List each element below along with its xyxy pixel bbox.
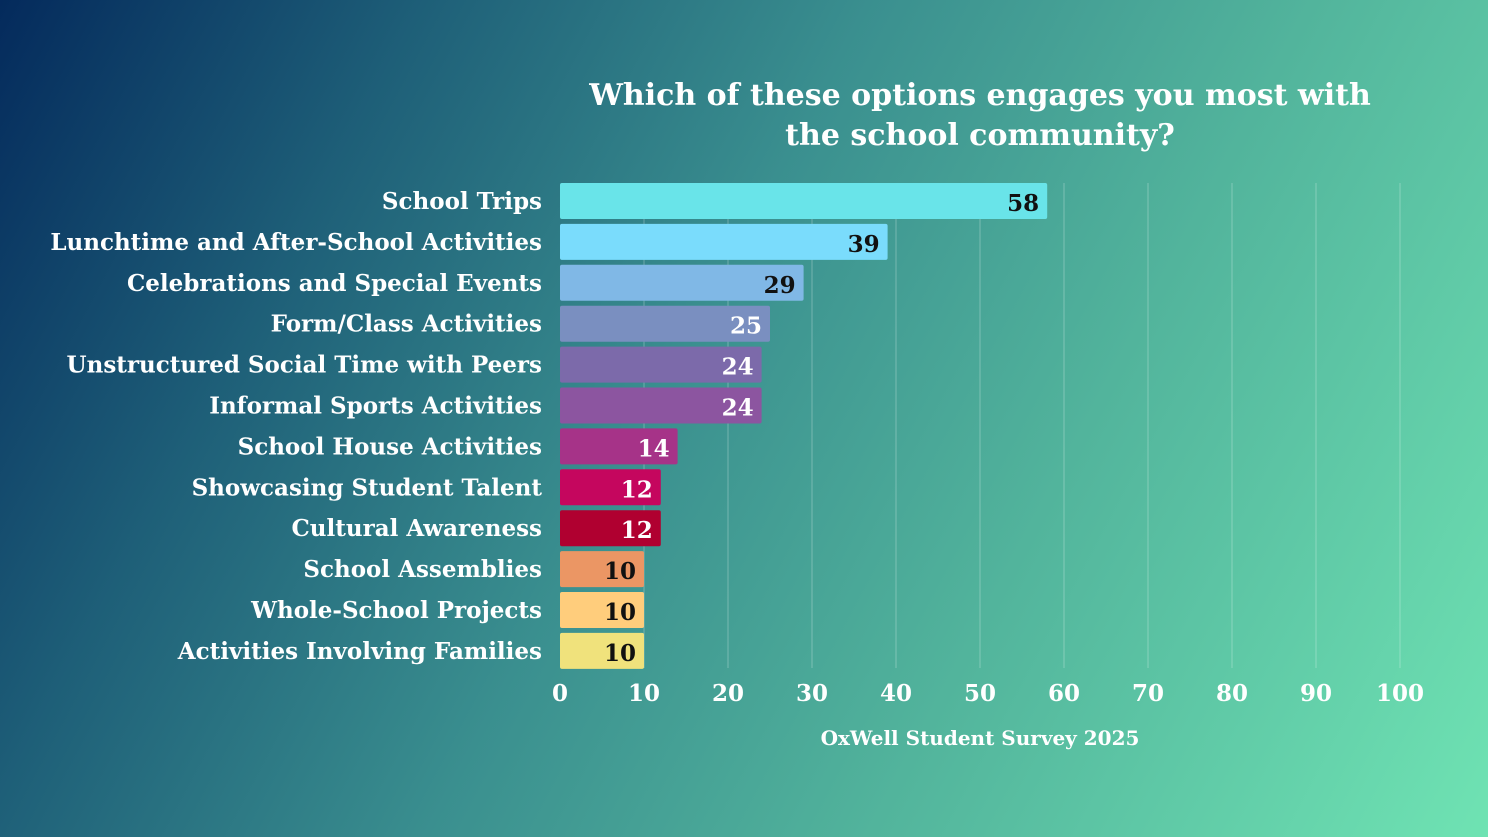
category-label: Celebrations and Special Events [127, 270, 542, 297]
category-label: Informal Sports Activities [209, 393, 542, 420]
bar [560, 387, 762, 424]
x-tick-label: 20 [712, 680, 744, 707]
x-tick-label: 40 [880, 680, 912, 707]
bars [560, 183, 1048, 669]
value-label: 14 [638, 435, 670, 462]
x-tick-label: 30 [796, 680, 828, 707]
bar [560, 223, 888, 260]
x-tick-label: 60 [1048, 680, 1080, 707]
value-label: 12 [621, 517, 653, 544]
x-tick-label: 0 [552, 680, 568, 707]
value-label: 10 [604, 558, 636, 585]
value-label: 24 [722, 354, 754, 381]
value-label: 10 [604, 640, 636, 667]
bar [560, 551, 644, 588]
x-tick-label: 50 [964, 680, 996, 707]
bar [560, 428, 678, 465]
bar [560, 305, 770, 342]
category-label: Form/Class Activities [271, 311, 542, 338]
bar [560, 264, 804, 301]
category-label: Lunchtime and After-School Activities [50, 229, 542, 256]
category-label: Cultural Awareness [292, 515, 543, 542]
category-labels: School Trips Lunchtime and After-School A… [50, 188, 542, 665]
chart-title: Which of these options engages you most … [589, 78, 1371, 153]
bar [560, 592, 644, 628]
bar [560, 183, 1048, 219]
category-label: Unstructured Social Time with Peers [67, 352, 542, 379]
value-label: 24 [722, 395, 754, 422]
bar [560, 632, 644, 669]
x-tick-label: 80 [1216, 680, 1248, 707]
value-label: 39 [848, 231, 880, 258]
category-label: School Assemblies [303, 556, 542, 583]
x-axis-ticks: 0 10 20 30 40 50 60 70 80 90 100 [552, 680, 1424, 707]
category-label: Whole-School Projects [250, 597, 542, 624]
category-label: School Trips [382, 188, 542, 215]
x-tick-label: 10 [628, 680, 660, 707]
source-note: OxWell Student Survey 2025 [820, 726, 1140, 750]
value-label: 58 [1007, 190, 1039, 217]
bar [560, 346, 762, 383]
value-label: 12 [621, 476, 653, 503]
category-label: School House Activities [238, 433, 542, 460]
bar [560, 469, 661, 506]
x-tick-label: 90 [1300, 680, 1332, 707]
value-label: 10 [604, 599, 636, 626]
category-label: Activities Involving Families [177, 638, 542, 665]
grid-lines [643, 183, 1401, 668]
x-tick-label: 100 [1376, 680, 1424, 707]
bar [560, 510, 661, 547]
category-label: Showcasing Student Talent [192, 474, 543, 501]
value-label: 25 [730, 313, 762, 340]
value-label: 29 [764, 272, 796, 299]
x-tick-label: 70 [1132, 680, 1164, 707]
